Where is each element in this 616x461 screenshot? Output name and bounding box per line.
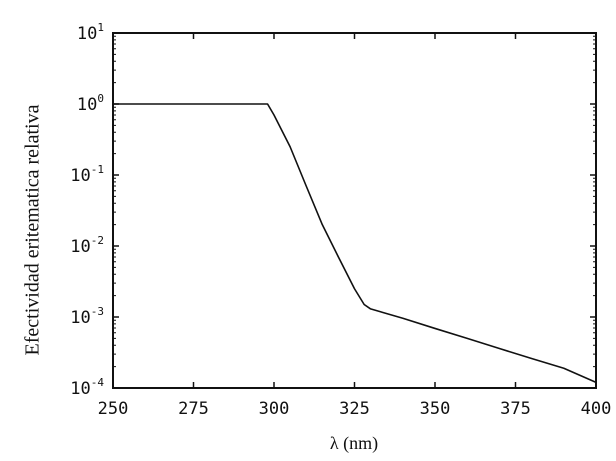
y-axis-label: Efectividad eritematica relativa <box>22 104 44 355</box>
y-tick-label: 10-3 <box>70 305 104 328</box>
x-tick-label: 275 <box>178 399 209 419</box>
plot-frame <box>112 32 597 389</box>
x-tick-label: 350 <box>420 399 451 419</box>
y-tick-label: 10-2 <box>70 234 104 257</box>
series-layer <box>112 103 597 384</box>
y-tick-label: 100 <box>77 92 104 115</box>
x-tick-label: 300 <box>259 399 290 419</box>
x-tick-label: 375 <box>500 399 531 419</box>
y-axis-ticks: 101 100 10-1 10-2 10-3 10-4 <box>70 21 596 399</box>
x-tick-label: 400 <box>581 399 612 419</box>
x-tick-label: 325 <box>339 399 370 419</box>
plot-area <box>112 32 597 389</box>
x-tick-label: 250 <box>98 399 129 419</box>
y-tick-label: 101 <box>77 21 104 44</box>
y-tick-label: 10-4 <box>70 376 104 399</box>
y-tick-label: 10-1 <box>70 163 104 186</box>
x-axis-label: λ (nm) <box>330 433 378 454</box>
series-line <box>112 103 597 384</box>
x-axis-ticks: 250 275 300 325 350 375 400 <box>98 33 612 419</box>
